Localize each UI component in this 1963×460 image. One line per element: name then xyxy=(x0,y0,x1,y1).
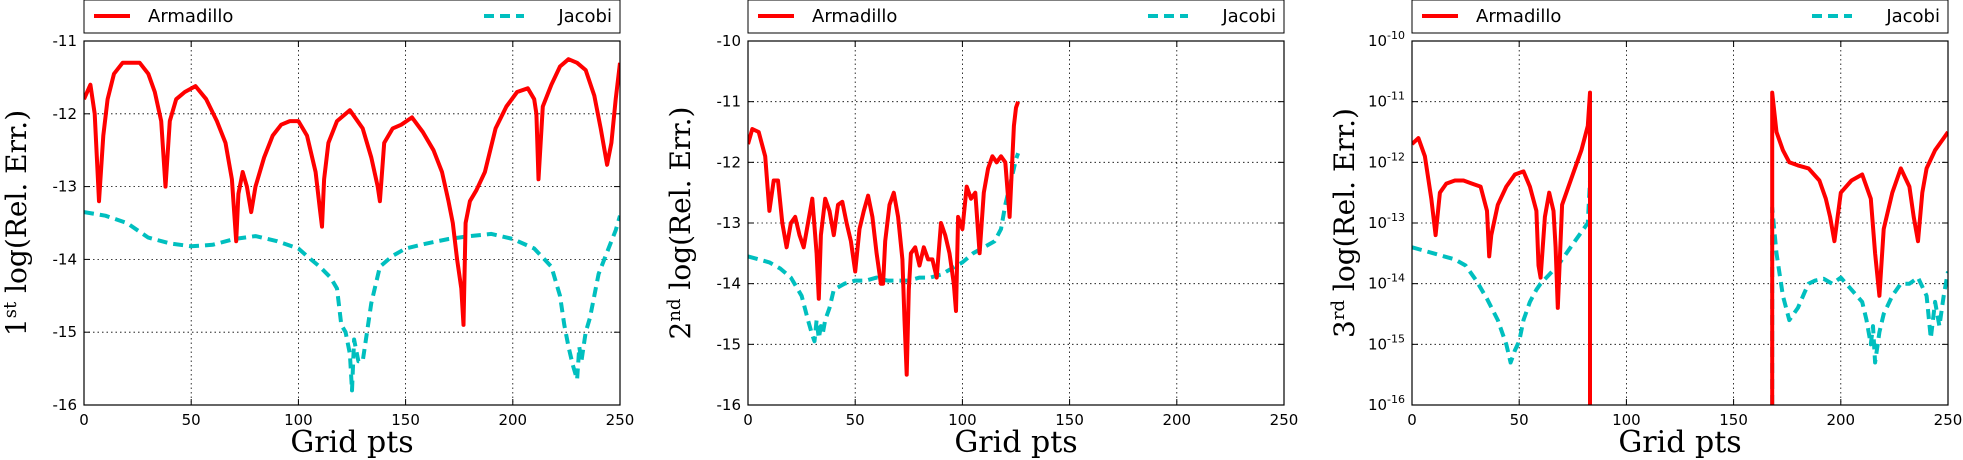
y-tick-label: -14 xyxy=(717,275,742,293)
panel-1: 0 50 100 150 200 250 -11 -12 -13 -14 -15 -16 Armadil… xyxy=(0,0,634,460)
y-tick-label: -16 xyxy=(53,396,78,414)
x-axis-label: Grid pts xyxy=(290,425,413,460)
y-tick-label: -15 xyxy=(53,323,78,341)
x-tick-label: 0 xyxy=(1407,411,1417,429)
y-axis-label: 2nd log(Rel. Err.) xyxy=(664,107,697,340)
x-tick-label: 50 xyxy=(1510,411,1529,429)
legend-label-armadillo: Armadillo xyxy=(1476,6,1561,27)
x-axis-label: Grid pts xyxy=(1618,425,1741,460)
series-line-armadillo xyxy=(748,101,1020,377)
series-line-armadillo xyxy=(84,57,620,327)
y-tick-label: 10-15 xyxy=(1368,332,1405,353)
y-axis-label: 3rd log(Rel. Err.) xyxy=(1328,108,1361,338)
x-tick-label: 150 xyxy=(1719,411,1748,429)
y-tick-label: 10-13 xyxy=(1368,211,1405,232)
x-tick-label: 0 xyxy=(79,411,89,429)
legend-label-jacobi: Jacobi xyxy=(557,6,612,27)
legend-label-jacobi: Jacobi xyxy=(1221,6,1276,27)
x-tick-label: 50 xyxy=(846,411,865,429)
legend-box xyxy=(1411,0,1949,34)
x-tick-label: 100 xyxy=(284,411,313,429)
y-tick-label: 10-16 xyxy=(1368,393,1405,414)
x-tick-label: 250 xyxy=(1270,411,1299,429)
series-line-jacobi xyxy=(84,210,620,393)
x-tick-label: 250 xyxy=(606,411,635,429)
legend-label-armadillo: Armadillo xyxy=(812,6,897,27)
plot-frame xyxy=(747,40,1285,406)
x-tick-label: 200 xyxy=(1826,411,1855,429)
y-tick-label: -13 xyxy=(53,178,78,196)
y-tick-label: 10-10 xyxy=(1368,29,1405,50)
legend-label-armadillo: Armadillo xyxy=(148,6,233,27)
panel-2: 0 50 100 150 200 250 -10 -11 -12 -13 -14 -15 -16 Arma… xyxy=(664,0,1298,460)
x-tick-label: 250 xyxy=(1934,411,1963,429)
plot-frame xyxy=(83,40,621,406)
y-tick-label: -14 xyxy=(53,250,78,268)
y-tick-label: -11 xyxy=(53,32,78,50)
series-line-jacobi xyxy=(1412,178,1948,405)
y-tick-label: 10-12 xyxy=(1368,150,1405,171)
plot-frame xyxy=(1411,40,1949,406)
y-tick-label: -10 xyxy=(717,32,742,50)
legend-box xyxy=(83,0,621,34)
y-tick-label: 10-11 xyxy=(1368,90,1405,111)
legend-box xyxy=(747,0,1285,34)
x-axis-label: Grid pts xyxy=(954,425,1077,460)
x-tick-label: 0 xyxy=(743,411,753,429)
y-tick-label: -16 xyxy=(717,396,742,414)
x-tick-label: 150 xyxy=(391,411,420,429)
legend-label-jacobi: Jacobi xyxy=(1885,6,1940,27)
y-tick-label: -15 xyxy=(717,335,742,353)
y-tick-label: -12 xyxy=(717,153,742,171)
plot-area xyxy=(84,41,620,405)
x-tick-label: 100 xyxy=(1612,411,1641,429)
x-tick-label: 50 xyxy=(182,411,201,429)
x-tick-label: 150 xyxy=(1055,411,1084,429)
x-tick-label: 100 xyxy=(948,411,977,429)
y-tick-label: -11 xyxy=(717,93,742,111)
x-tick-label: 200 xyxy=(1162,411,1191,429)
series-line-armadillo xyxy=(1412,90,1948,405)
x-tick-label: 200 xyxy=(498,411,527,429)
y-axis-label: 1st log(Rel. Err.) xyxy=(0,110,33,336)
y-tick-label: -13 xyxy=(717,214,742,232)
panel-3: 0 50 100 150 200 250 10-10 10-11 10-12 10-13 10-14… xyxy=(1328,0,1962,460)
y-tick-label: 10-14 xyxy=(1368,272,1405,293)
y-tick-label: -12 xyxy=(53,105,78,123)
series-line-jacobi xyxy=(748,152,1020,344)
